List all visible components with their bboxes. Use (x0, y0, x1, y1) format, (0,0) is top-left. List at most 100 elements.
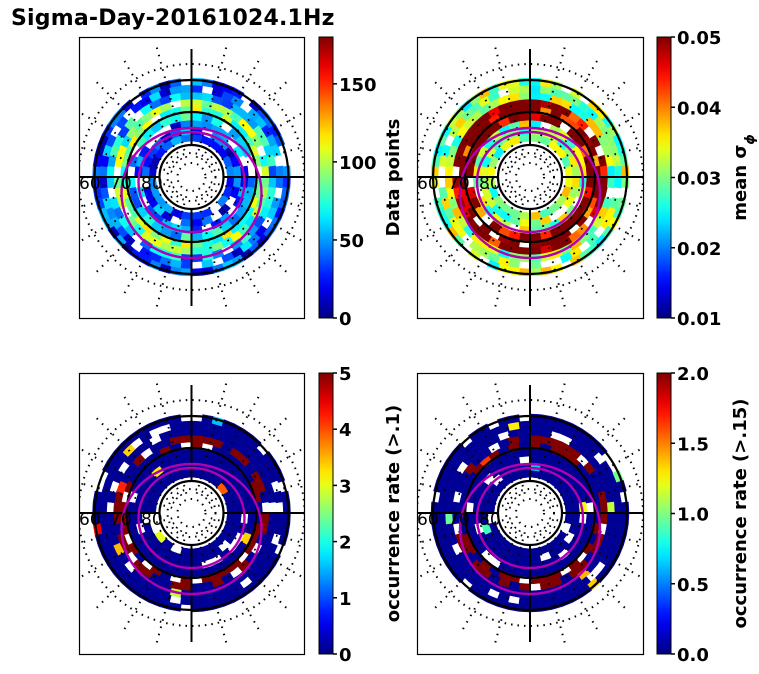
polar-panel-3: 60 70 80 (78, 372, 306, 656)
latitude-circle (158, 143, 225, 211)
colorbar-tick-label: 0 (339, 309, 352, 330)
heatmap-bin (191, 583, 203, 592)
colorbar-tick-label: 5 (339, 364, 352, 385)
heatmap-bin (268, 512, 277, 525)
heatmap-bin (518, 112, 531, 122)
heatmap-bin (180, 434, 192, 443)
heatmap-bin (191, 568, 203, 578)
heatmap-bin (468, 240, 483, 254)
dotted-latitude-circle (166, 152, 217, 202)
heatmap-bin (437, 501, 446, 514)
auroral-oval-poleward (475, 130, 585, 234)
heatmap-bin (518, 247, 531, 256)
heatmap-bin (268, 176, 277, 189)
colorbar-tick-label: 0.0 (677, 645, 709, 666)
heatmap-bin (518, 568, 531, 578)
polar-panel-2: 60 70 80 (416, 36, 645, 320)
heatmap-bin (438, 490, 448, 504)
colorbar-tick-label: 0.01 (677, 309, 721, 330)
colorbar-tick-label: 50 (339, 231, 364, 252)
heatmap-bin (191, 427, 203, 436)
heatmap-bin (518, 427, 531, 436)
heatmap-bin (261, 176, 270, 189)
latitude-label: 60 (79, 174, 101, 194)
heatmap-bin (180, 232, 192, 242)
heatmap-bin (529, 427, 542, 436)
heatmap-bin (585, 176, 595, 189)
colorbar-tick-label: 0 (339, 645, 352, 666)
heatmap-bin (180, 112, 192, 122)
heatmap-bin (180, 91, 192, 100)
heatmap-bin (180, 448, 192, 458)
heatmap-bin (180, 597, 192, 606)
heatmap-bin (233, 501, 242, 514)
colorbar-tick-label: 0.03 (677, 169, 721, 190)
dotted-latitude-circle (176, 498, 207, 528)
heatmap-bin (571, 176, 581, 189)
heatmap-bin (224, 531, 237, 545)
heatmap-bin (191, 597, 203, 606)
dotted-latitude-circle (505, 488, 555, 538)
latitude-label: 80 (141, 510, 163, 530)
heatmap-bin (233, 165, 242, 178)
colorbar-tick-label: 1.0 (677, 505, 709, 526)
heatmap-bin (571, 501, 581, 514)
heatmap-bin (529, 455, 542, 465)
colorbar-tick-label: 100 (339, 153, 377, 174)
heatmap-bin (180, 119, 192, 129)
colorbar-tick-label: 0.05 (677, 28, 721, 49)
colorbar-label: mean σϕ (730, 134, 758, 221)
polar-grid (417, 46, 643, 308)
heatmap-bin (230, 95, 245, 108)
colorbar-tick-label: 2.0 (677, 364, 709, 385)
colorbar-1: 0 50 100 150 Data points (318, 36, 404, 330)
heatmap-bin (247, 501, 256, 514)
colorbar-tick-label: 1 (339, 589, 352, 610)
heatmap-bin (607, 176, 616, 189)
latitude-label: 60 (79, 510, 101, 530)
heatmap-bin (614, 512, 623, 525)
heatmap-bin (180, 261, 192, 270)
heatmap-bin (261, 165, 270, 178)
heatmap-bin (191, 554, 203, 564)
heatmap-bin (614, 176, 623, 189)
heatmap-bin (529, 261, 542, 270)
heatmap-bin (191, 455, 203, 465)
heatmap-bin (518, 98, 531, 107)
heatmap-bin (529, 218, 542, 228)
latitude-label: 70 (110, 510, 132, 530)
axes-frame (78, 372, 306, 656)
heatmap-bin (261, 512, 270, 525)
auroral-oval-equatorward (120, 462, 263, 596)
heatmap-bin (233, 176, 242, 189)
auroral-oval-poleward (137, 130, 246, 234)
auroral-oval-equatorward (458, 462, 602, 596)
heatmap-bin (180, 455, 192, 465)
heatmap-bin (518, 597, 531, 606)
latitude-label: 60 (417, 510, 439, 530)
heatmap-bin (529, 554, 542, 564)
heatmap-bin (529, 568, 542, 578)
heatmap-bin (180, 583, 192, 592)
colorbar-gradient (318, 372, 334, 655)
heatmap-bin (484, 481, 497, 495)
heatmap-bin (518, 84, 531, 93)
heatmap-bin (191, 98, 203, 107)
heatmap-bin (142, 522, 154, 536)
latitude-label: 70 (448, 174, 470, 194)
latitude-label: 70 (110, 174, 132, 194)
colorbar-tick-label: 150 (339, 75, 377, 96)
heatmap-bin (518, 91, 531, 100)
heatmap-bin (191, 91, 203, 100)
heatmap-bin (559, 251, 574, 264)
heatmap-bin (518, 420, 531, 429)
heatmap-bin (275, 176, 284, 189)
axes-frame (78, 36, 306, 320)
axes-frame (416, 372, 645, 656)
heatmap-bin (191, 84, 203, 93)
heatmap-bin (191, 218, 203, 228)
heatmap-bin (518, 232, 531, 242)
heatmap-bin (275, 165, 284, 178)
heatmap-bin (607, 165, 616, 178)
latitude-circle (158, 479, 225, 547)
